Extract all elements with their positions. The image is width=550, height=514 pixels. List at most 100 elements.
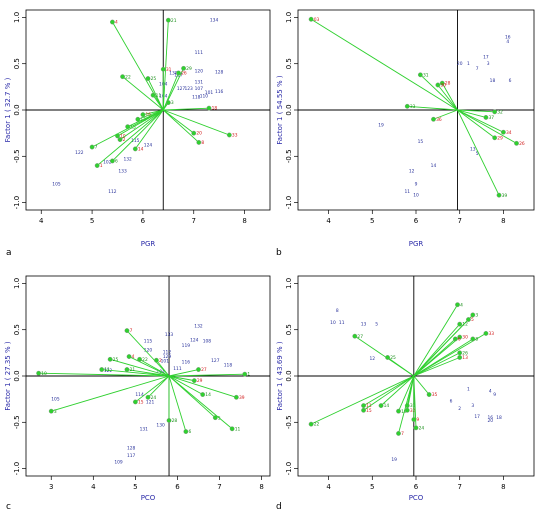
observation-label: 20 (487, 418, 493, 424)
y-tick-label: -0.5 (13, 415, 21, 429)
vector-label: 3 (475, 312, 478, 318)
vector-tip-dot (308, 16, 314, 22)
loading-vector (110, 358, 170, 377)
vector-tip-dot (154, 357, 159, 363)
observation-label: 111 (173, 366, 182, 372)
observation-label: 5 (476, 151, 479, 157)
vector-label: 24 (419, 425, 425, 431)
observation-label: 16 (505, 34, 511, 40)
vector-label: 21 (171, 18, 177, 24)
x-axis-title: PCO (141, 494, 156, 502)
vector-label: 31 (410, 403, 416, 409)
vector-tip-dot (181, 65, 186, 71)
vector-tip-dot (229, 426, 235, 432)
loading-vector (162, 109, 200, 143)
observation-label: 114 (135, 392, 144, 398)
loading-vector (457, 109, 487, 118)
y-tick-label: 0.0 (285, 104, 293, 115)
observation-label: 132 (194, 324, 203, 330)
vector-tip-dot (117, 137, 123, 143)
vector-label: 3 (171, 100, 174, 106)
observation-label: 101 (205, 90, 214, 96)
vector-label: 25 (151, 76, 157, 82)
vector-label: 27 (357, 334, 363, 340)
vector-tip-dot (124, 367, 130, 372)
vector-label: 39 (502, 193, 508, 199)
vector-tip-dot (417, 72, 423, 78)
observation-label: 4 (489, 388, 492, 394)
observation-label: 4 (506, 39, 509, 45)
x-tick-label: 4 (39, 217, 44, 225)
loading-vector (135, 375, 170, 403)
observation-label: 107 (195, 86, 204, 92)
observation-label: 111 (195, 50, 204, 56)
observation-label: 129 (163, 354, 172, 360)
loading-vector (457, 109, 495, 113)
observation-label: 11 (404, 189, 410, 195)
vector-tip-dot (183, 429, 189, 434)
loading-vector (420, 74, 458, 111)
observation-label: 132 (123, 157, 132, 163)
observation-label: 124 (190, 337, 199, 343)
vector-tip-dot (137, 356, 142, 362)
loading-vector (363, 375, 415, 407)
vector-label: 30 (440, 83, 446, 89)
vector-tip-dot (226, 132, 232, 138)
vector-label: 29 (497, 135, 503, 141)
observation-label: 102 (103, 159, 112, 165)
observation-label: 10 (330, 320, 336, 326)
observation-label: 9 (493, 392, 496, 398)
vector-tip-dot (212, 415, 218, 421)
vector-label: 6 (458, 337, 461, 343)
loading-vector (168, 375, 233, 430)
loading-vector (147, 375, 170, 398)
vector-tip-dot (431, 116, 436, 122)
observation-label: 8 (336, 308, 339, 314)
loading-vector (413, 357, 460, 377)
observation-label: 127 (211, 358, 220, 364)
y-tick-label: 0.0 (285, 370, 293, 381)
observation-label: 110 (200, 94, 209, 100)
loading-vector (38, 372, 170, 377)
x-tick-label: 3 (49, 483, 53, 491)
observation-label: 109 (114, 460, 123, 466)
vector-tip-dot (126, 354, 132, 359)
x-tick-label: 7 (217, 483, 221, 491)
loading-vector (413, 375, 430, 395)
x-tick-label: 5 (90, 217, 94, 225)
loading-vector (168, 369, 199, 377)
vector-label: 36 (436, 117, 442, 123)
vector-tip-dot (99, 367, 105, 372)
x-tick-label: 6 (175, 483, 180, 491)
loading-vector (101, 369, 170, 377)
vector-tip-dot (483, 115, 489, 120)
panel-a: 4 5 6 7 8 -1.0 -0.5 0.0 0.5 1.0 PGR Factor 1 ( 32.7… (4, 9, 271, 258)
x-tick-label: 5 (133, 483, 137, 491)
vector-tip-dot (455, 302, 460, 308)
loading-vector (156, 359, 170, 377)
y-tick-label: -0.5 (285, 149, 293, 163)
y-tick-label: 0.5 (13, 58, 21, 69)
vector-tip-dot (191, 378, 197, 384)
observation-label: 19 (378, 122, 384, 128)
vector-label: 11 (156, 93, 162, 99)
x-axis-title: PCO (409, 494, 424, 502)
observation-label: 133 (165, 332, 174, 338)
panel-letter: a (6, 248, 12, 258)
observation-label: 13 (470, 146, 476, 152)
vector-tip-dot (110, 19, 115, 25)
vector-label: 22 (142, 357, 148, 363)
loading-vector (168, 375, 187, 432)
loading-vector (134, 109, 164, 150)
loading-vector (457, 109, 504, 133)
y-axis-title: Factor 1 ( 43.69 % ) (276, 341, 284, 410)
vector-label: 39 (239, 395, 245, 401)
vector-label: 33 (410, 104, 416, 110)
y-tick-label: -0.5 (13, 149, 21, 163)
observation-label: 105 (52, 182, 61, 188)
loading-vector (413, 375, 417, 428)
loading-vector (163, 109, 230, 136)
vector-label: 6 (188, 429, 191, 435)
vector-tip-dot (120, 74, 125, 80)
